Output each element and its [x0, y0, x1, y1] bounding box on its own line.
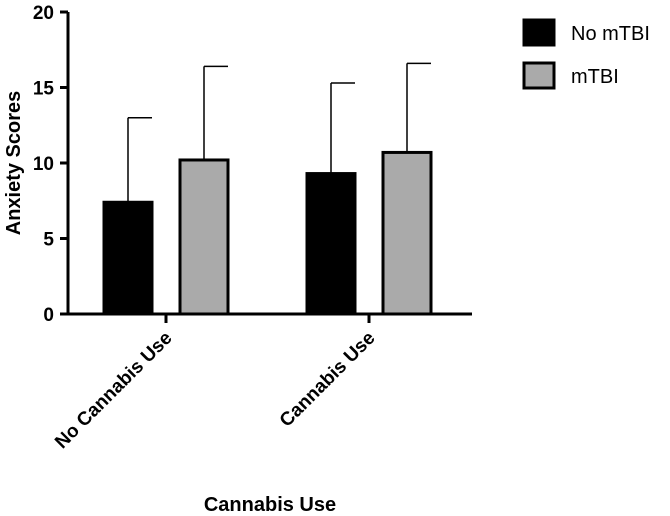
- legend-label: No mTBI: [571, 23, 650, 45]
- y-ticks: 0 5 10 15 20: [33, 3, 68, 326]
- legend-swatch: [522, 61, 556, 90]
- y-tick-label: 20: [33, 3, 54, 24]
- bar: [305, 172, 357, 316]
- legend-swatch: [522, 18, 556, 47]
- x-tick-label: Cannabis Use: [276, 328, 380, 432]
- x-tick-label: No Cannabis Use: [51, 328, 176, 453]
- bar: [178, 158, 230, 316]
- y-tick-label: 5: [43, 230, 54, 251]
- y-tick-label: 10: [33, 154, 54, 175]
- bar: [102, 200, 154, 316]
- y-axis-title: Anxiety Scores: [3, 91, 25, 236]
- plot-area: [102, 62, 433, 316]
- x-ticks: No Cannabis Use Cannabis Use: [51, 314, 380, 453]
- x-axis-title: Cannabis Use: [204, 494, 336, 516]
- legend: No mTBI mTBI: [522, 18, 650, 90]
- legend-label: mTBI: [571, 66, 619, 88]
- y-tick-label: 15: [33, 79, 55, 100]
- y-tick-label: 0: [43, 305, 54, 326]
- bar: [381, 150, 433, 316]
